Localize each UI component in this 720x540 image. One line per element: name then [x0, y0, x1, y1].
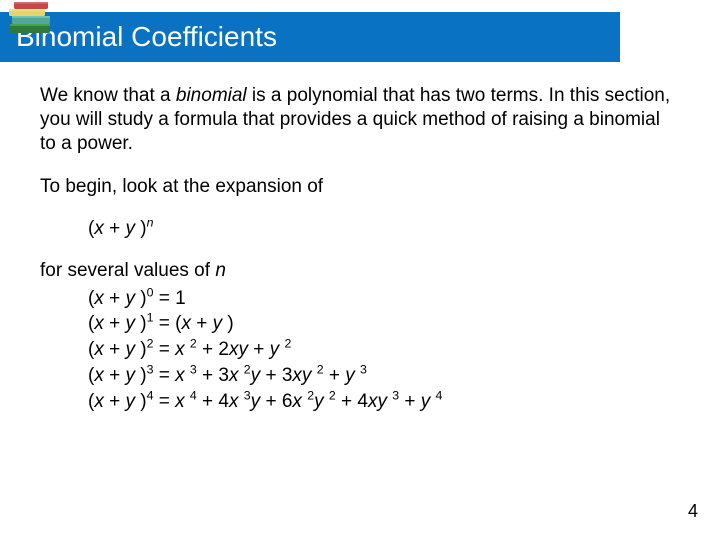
expansion-line: (x + y )2 = x 2 + 2xy + y 2 — [88, 338, 680, 362]
text: for several values of — [40, 260, 215, 281]
varname-n: n — [215, 260, 226, 281]
for-several-n: for several values of n — [40, 259, 680, 283]
expansion-list: (x + y )0 = 1(x + y )1 = (x + y )(x + y … — [88, 287, 680, 414]
expansion-line: (x + y )3 = x 3 + 3x 2y + 3xy 2 + y 3 — [88, 364, 680, 388]
term-binomial: binomial — [176, 85, 247, 106]
text: We know that a — [40, 85, 176, 106]
slide-body: We know that a binomial is a polynomial … — [40, 84, 680, 415]
lead-in: To begin, look at the expansion of — [40, 175, 680, 199]
exponent-n: n — [147, 216, 154, 230]
title-bar: Binomial Coefficients — [0, 12, 620, 62]
intro-paragraph: We know that a binomial is a polynomial … — [40, 84, 680, 155]
expression-xy-n: (x + y )n — [88, 217, 680, 241]
expansion-line: (x + y )0 = 1 — [88, 287, 680, 311]
books-icon — [6, 0, 58, 36]
expansion-line: (x + y )4 = x 4 + 4x 3y + 6x 2y 2 + 4xy … — [88, 390, 680, 414]
page-number: 4 — [688, 501, 698, 522]
expansion-line: (x + y )1 = (x + y ) — [88, 312, 680, 336]
